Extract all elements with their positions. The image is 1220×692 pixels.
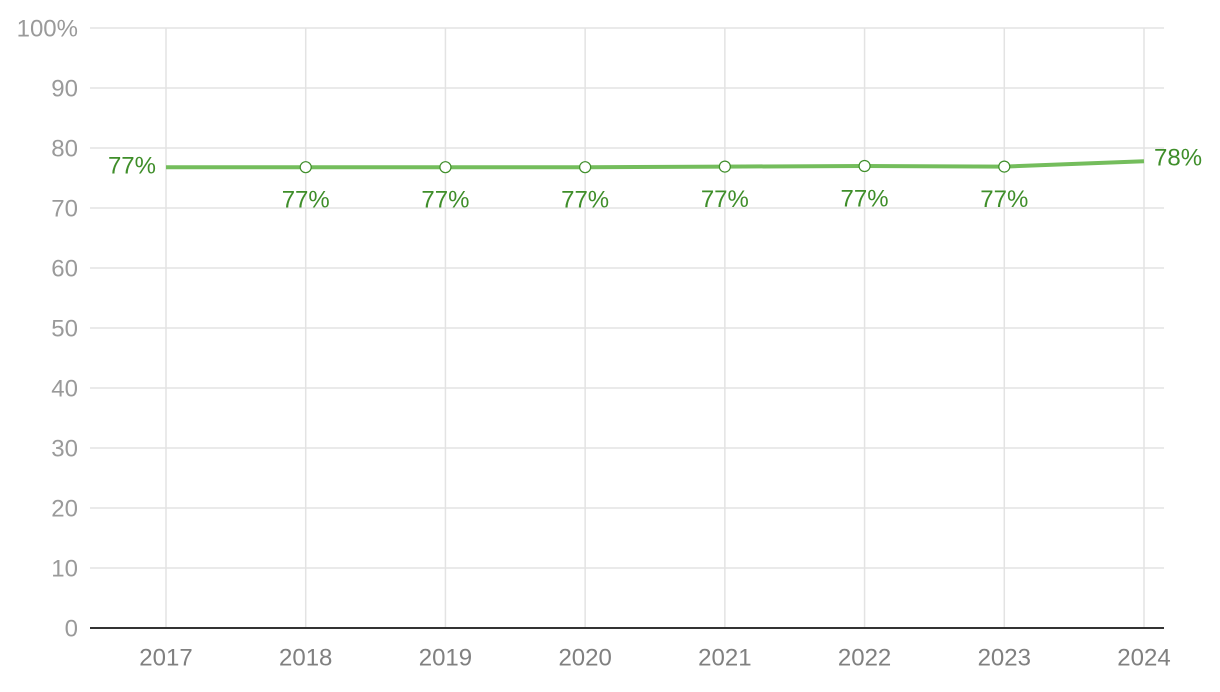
x-tick-label: 2018 (279, 644, 332, 671)
y-tick-label: 30 (51, 435, 78, 462)
value-label: 77% (108, 153, 156, 180)
value-label: 77% (421, 187, 469, 214)
value-label: 77% (561, 187, 609, 214)
y-tick-label: 50 (51, 315, 78, 342)
data-point (718, 160, 731, 173)
x-tick-label: 2020 (558, 644, 611, 671)
y-tick-label: 10 (51, 555, 78, 582)
data-line (166, 159, 1145, 170)
x-tick-label: 2023 (978, 644, 1031, 671)
value-label: 77% (841, 185, 889, 212)
value-label: 77% (701, 186, 749, 213)
y-tick-label: 100% (17, 15, 78, 42)
x-tick-label: 2021 (698, 644, 751, 671)
data-point (299, 161, 312, 174)
y-tick-label: 70 (51, 195, 78, 222)
x-tick-label: 2022 (838, 644, 891, 671)
value-label: 78% (1154, 145, 1202, 172)
x-tick-label: 2024 (1117, 644, 1170, 671)
y-tick-label: 60 (51, 255, 78, 282)
value-label: 77% (980, 186, 1028, 213)
data-point (998, 160, 1011, 173)
y-tick-label: 40 (51, 375, 78, 402)
x-tick-label: 2019 (419, 644, 472, 671)
y-tick-label: 20 (51, 495, 78, 522)
data-point (579, 161, 592, 174)
data-point (858, 159, 871, 173)
x-tick-label: 2017 (139, 644, 192, 671)
data-point (439, 161, 452, 174)
y-tick-label: 80 (51, 135, 78, 162)
y-tick-label: 90 (51, 75, 78, 102)
y-tick-label: 0 (65, 615, 78, 642)
value-label: 77% (282, 187, 330, 214)
